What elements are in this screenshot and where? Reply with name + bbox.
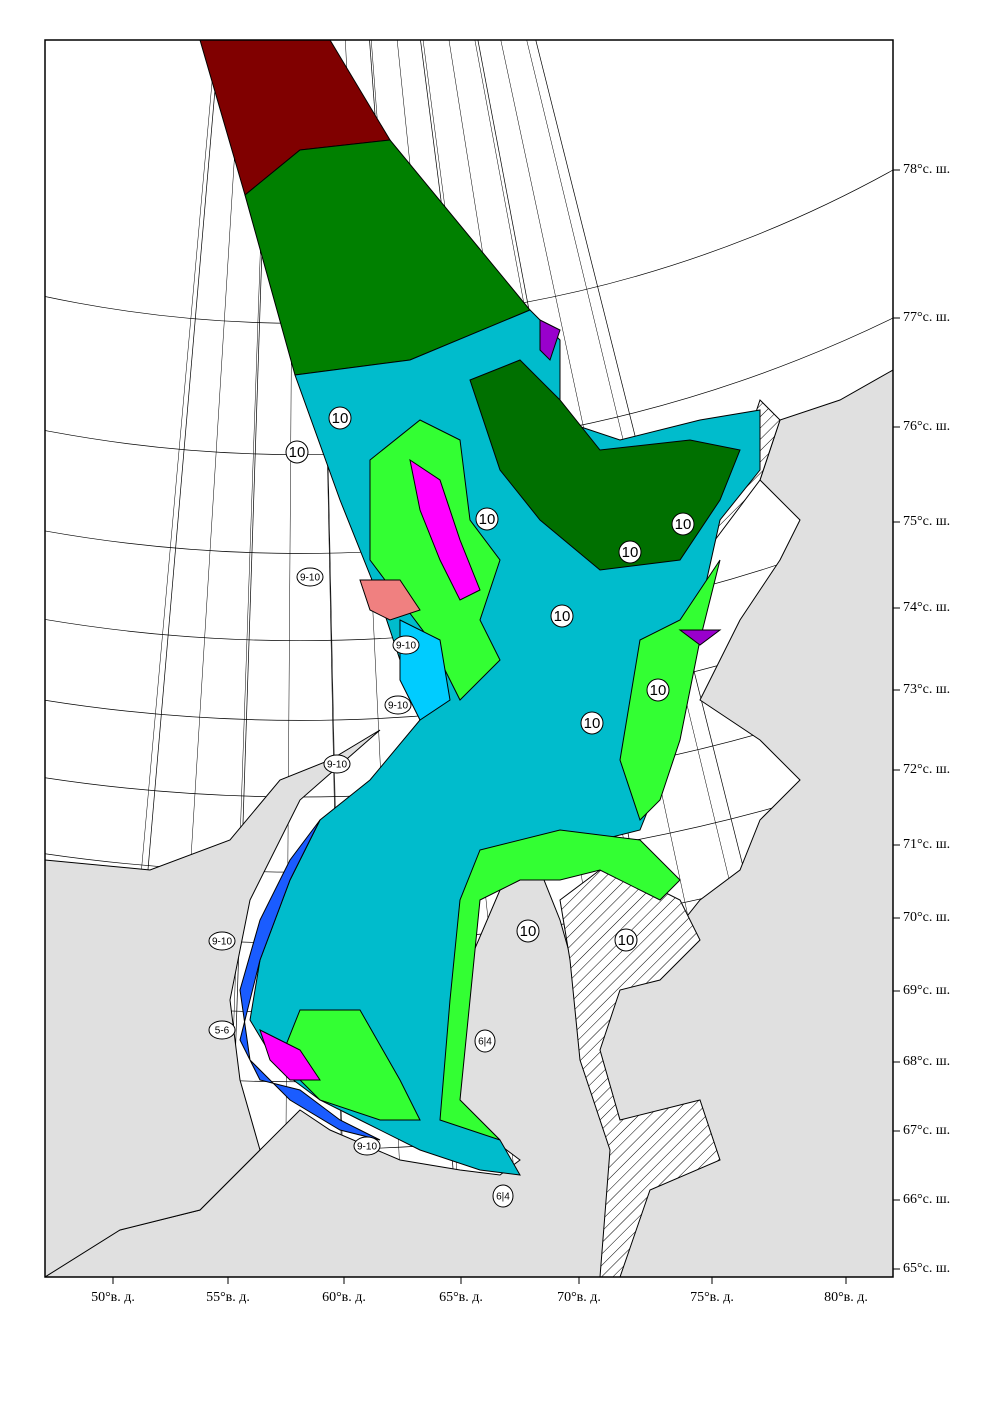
egg-code: 6|4 — [474, 1029, 496, 1053]
lat-label: 75°с. ш. — [903, 514, 950, 529]
egg-label: 10 — [584, 715, 601, 732]
egg-label: 10 — [650, 682, 667, 699]
egg-code: 10 — [475, 507, 499, 531]
lat-label: 71°с. ш. — [903, 837, 950, 852]
egg-label: 10 — [479, 511, 496, 528]
egg-code: 10 — [580, 711, 604, 735]
egg-code: 10 — [646, 678, 670, 702]
egg-code: 10 — [618, 540, 642, 564]
lon-label: 55°в. д. — [206, 1290, 250, 1305]
egg-code: 9-10 — [392, 635, 420, 655]
egg-label: 10 — [554, 608, 571, 625]
egg-label: 9-10 — [212, 937, 232, 948]
egg-label: 6|4 — [496, 1192, 510, 1203]
egg-code: 9-10 — [384, 695, 412, 715]
lon-label: 80°в. д. — [824, 1290, 868, 1305]
egg-code: 5-6 — [208, 1020, 236, 1040]
lat-label: 66°с. ш. — [903, 1192, 950, 1207]
ice-zone-nilas — [539, 319, 561, 361]
egg-label: 9-10 — [396, 641, 416, 652]
egg-label: 9-10 — [388, 701, 408, 712]
lat-label: 69°с. ш. — [903, 983, 950, 998]
ice-zone-nilas — [409, 458, 481, 601]
meridian — [500, 40, 760, 1252]
longitude-labels: 50°в. д. 55°в. д. 60°в. д. 65°в. д. 70°в. д.… — [91, 1277, 868, 1305]
lat-label: 67°с. ш. — [903, 1123, 950, 1138]
lat-label: 74°с. ш. — [903, 600, 950, 615]
lon-label: 65°в. д. — [439, 1290, 483, 1305]
land-west — [45, 729, 381, 1277]
lat-label: 68°с. ш. — [903, 1054, 950, 1069]
lat-label: 77°с. ш. — [903, 310, 950, 325]
ice-zone-nilas — [259, 1029, 321, 1081]
map-body: 10 10 10 10 10 10 10 10 10 10 9-10 9-10 … — [45, 40, 893, 1277]
egg-code: 10 — [516, 919, 540, 943]
egg-label: 10 — [332, 410, 349, 427]
fast-ice — [559, 869, 721, 1277]
egg-code: 10 — [614, 928, 638, 952]
lat-label: 76°с. ш. — [903, 419, 950, 434]
latitude-labels: 78°с. ш. 77°с. ш. 76°с. ш. 75°с. ш. 74°с. ш.… — [893, 162, 950, 1276]
egg-label: 10 — [622, 544, 639, 561]
ice-zone-nilas — [678, 629, 722, 646]
egg-label: 10 — [289, 444, 306, 461]
egg-code: 9-10 — [323, 754, 351, 774]
lon-label: 70°в. д. — [557, 1290, 601, 1305]
ice-zone-young — [439, 829, 681, 1141]
egg-code: 9-10 — [208, 931, 236, 951]
ice-codes: 10 10 10 10 10 10 10 10 10 10 9-10 9-10 … — [208, 406, 695, 1208]
egg-code: 9-10 — [296, 567, 324, 587]
egg-code: 10 — [328, 406, 352, 430]
ice-zone-young — [619, 559, 721, 821]
egg-code: 10 — [550, 604, 574, 628]
lon-label: 75°в. д. — [690, 1290, 734, 1305]
egg-label: 6|4 — [478, 1037, 492, 1048]
egg-label: 9-10 — [357, 1142, 377, 1153]
ice-zone-new — [239, 819, 381, 1141]
map-frame — [44, 39, 894, 1278]
egg-code: 10 — [671, 512, 695, 536]
egg-label: 10 — [618, 932, 635, 949]
egg-label: 10 — [675, 516, 692, 533]
ice-zone-multiyear — [469, 359, 741, 571]
lon-label: 50°в. д. — [91, 1290, 135, 1305]
egg-label: 9-10 — [300, 573, 320, 584]
lat-label: 72°с. ш. — [903, 762, 950, 777]
egg-label: 9-10 — [327, 760, 347, 771]
lat-label: 73°с. ш. — [903, 682, 950, 697]
egg-code: 10 — [285, 440, 309, 464]
egg-label: 5-6 — [215, 1026, 230, 1037]
egg-code: 9-10 — [353, 1136, 381, 1156]
egg-label: 10 — [520, 923, 537, 940]
lat-label: 78°с. ш. — [903, 162, 950, 177]
lon-label: 60°в. д. — [322, 1290, 366, 1305]
ice-zone-grey-white — [359, 579, 421, 621]
lat-label: 70°с. ш. — [903, 910, 950, 925]
egg-code: 6|4 — [492, 1184, 514, 1208]
lat-label: 65°с. ш. — [903, 1261, 950, 1276]
